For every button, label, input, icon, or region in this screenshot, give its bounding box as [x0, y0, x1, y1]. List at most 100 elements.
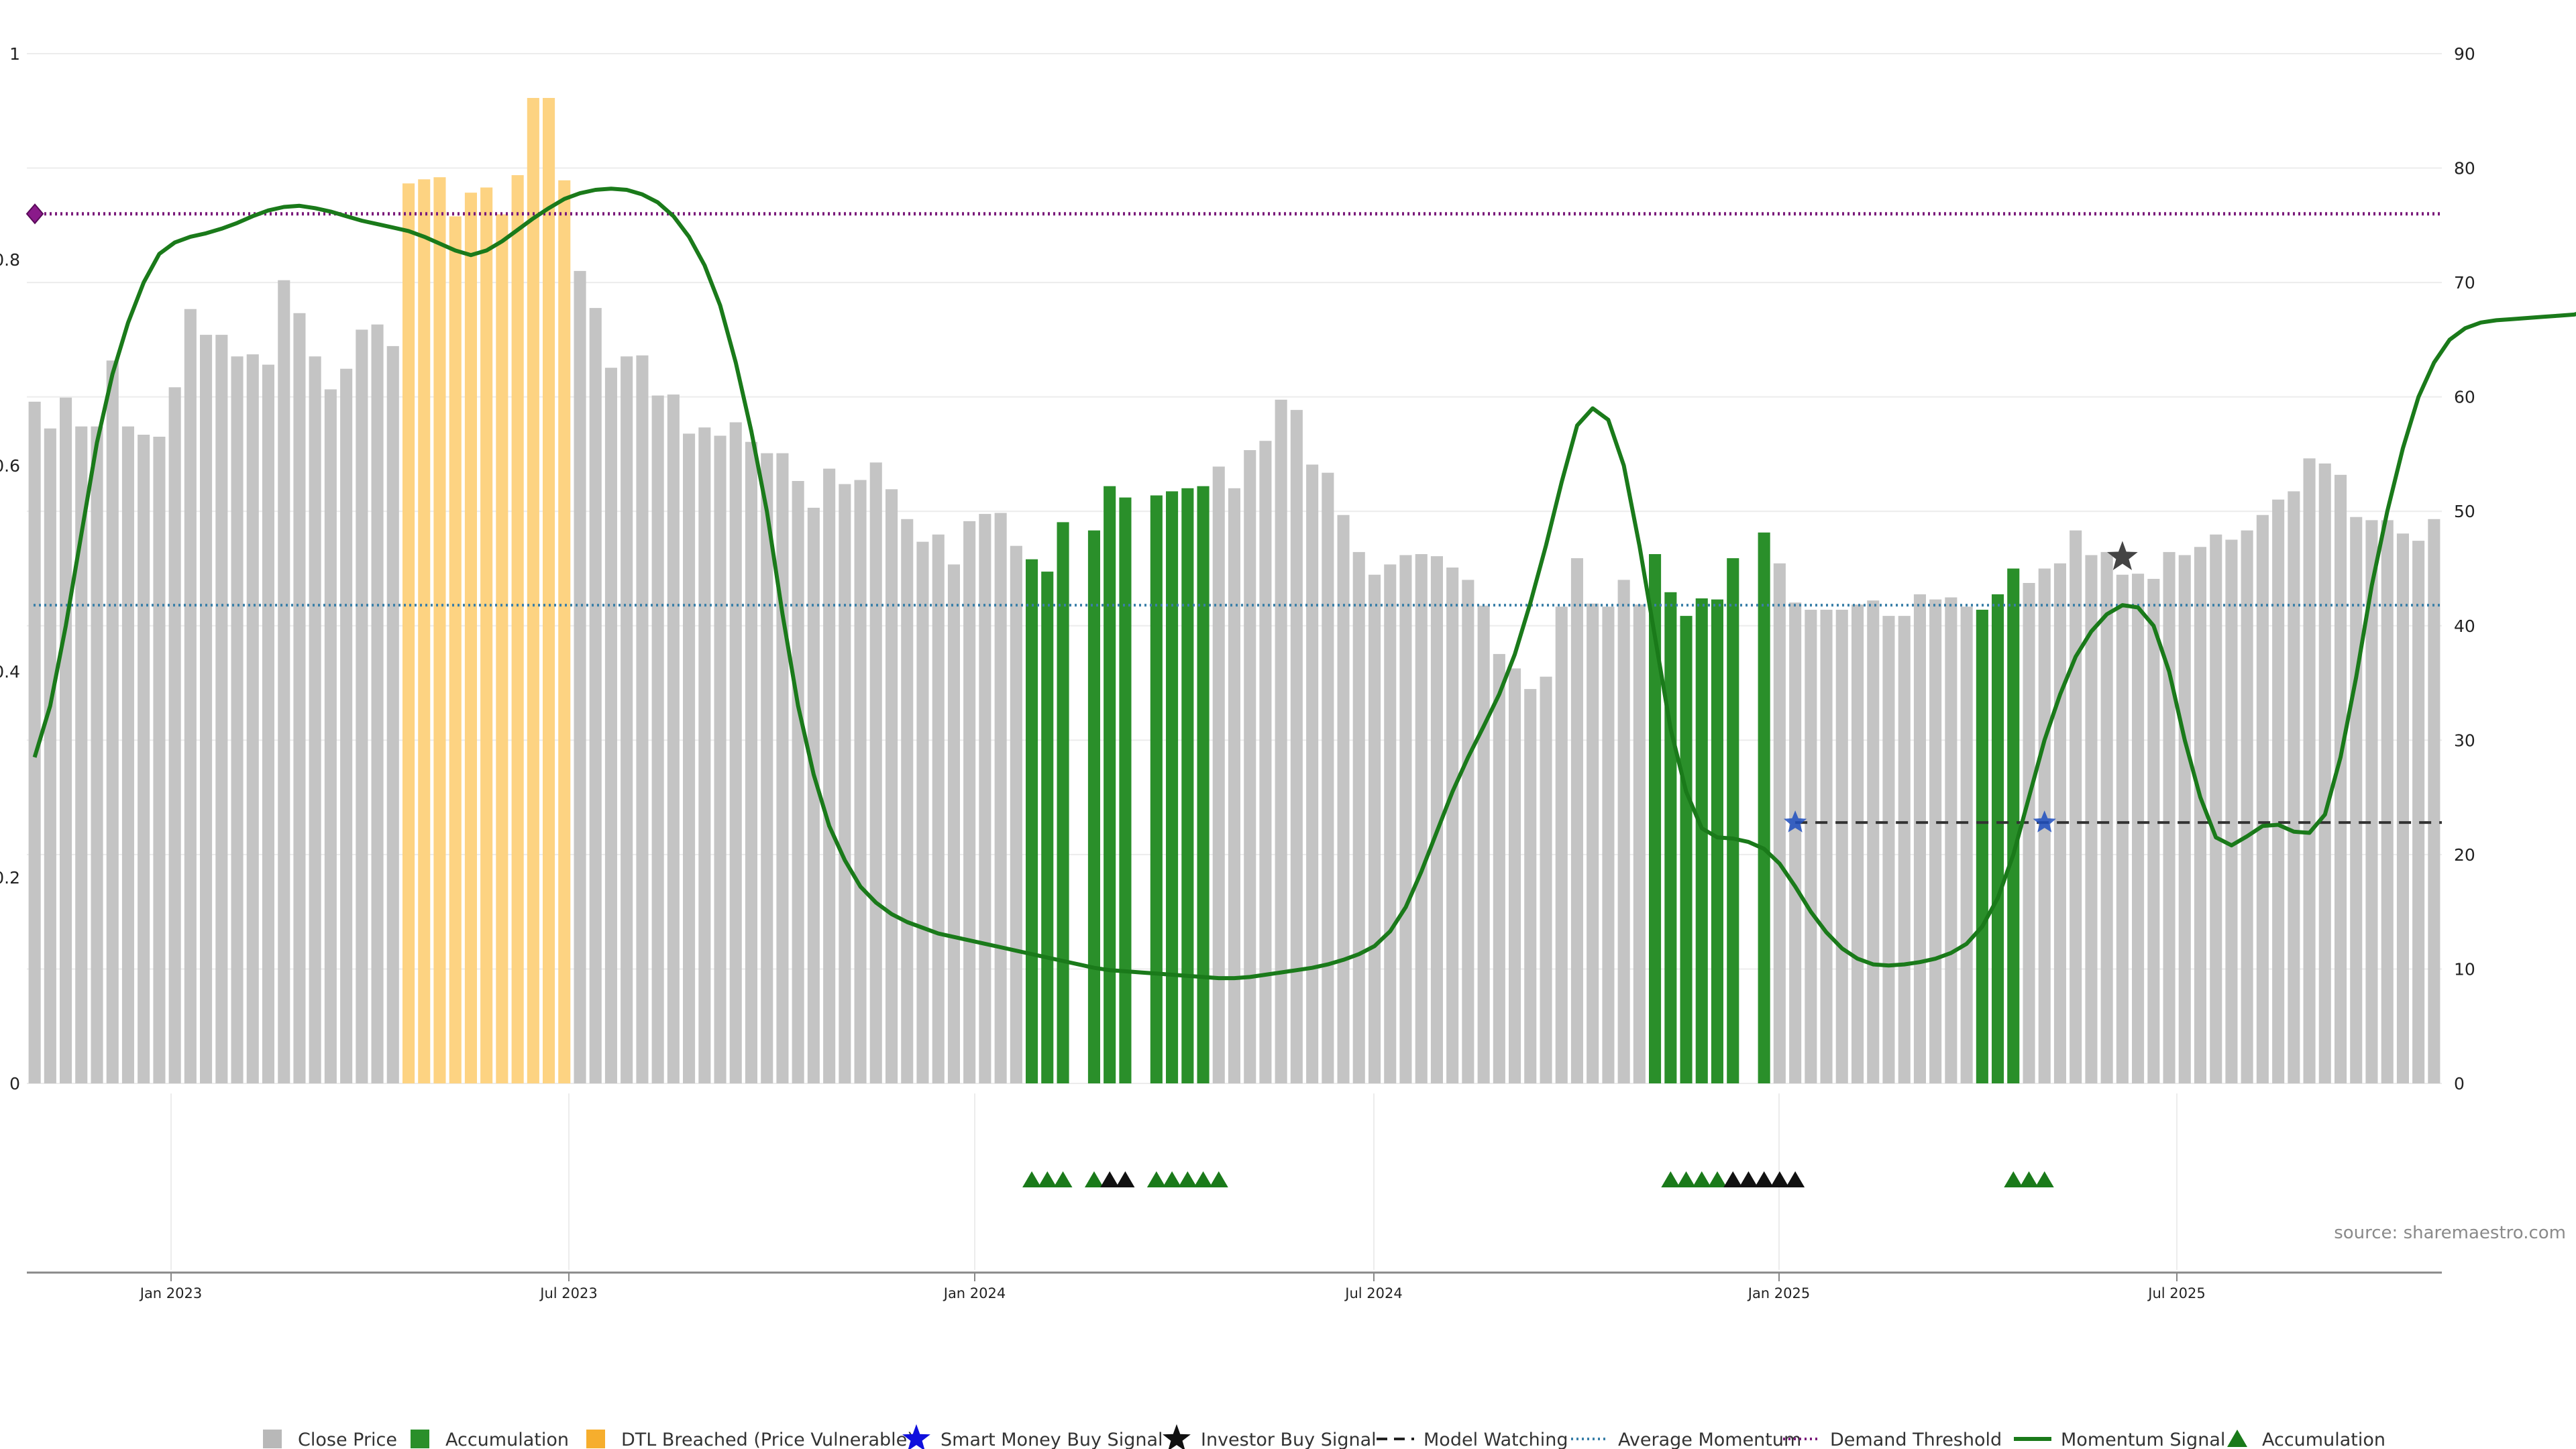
close-price-bar: [2318, 463, 2331, 1083]
close-price-bar: [60, 397, 72, 1083]
legend-swatch: [411, 1430, 429, 1448]
accumulation-triangle-black: [1100, 1171, 1120, 1187]
accumulation-bar: [1150, 495, 1163, 1083]
close-price-bar: [916, 541, 929, 1083]
accumulation-bar: [1119, 497, 1132, 1083]
accumulation-triangle-black: [1770, 1171, 1789, 1187]
close-price-bar: [1929, 599, 1942, 1083]
accumulation-triangle: [1193, 1171, 1213, 1187]
accumulation-triangle-black: [1116, 1171, 1135, 1187]
x-axis-tick-label: Jul 2024: [1344, 1285, 1402, 1301]
accumulation-bar: [1758, 532, 1770, 1083]
close-price-bar: [698, 427, 711, 1083]
accumulation-triangle: [1178, 1171, 1197, 1187]
dtl-breached-bar: [418, 179, 431, 1083]
right-axis-tick: 40: [2454, 616, 2475, 636]
close-price-bar: [1322, 472, 1334, 1083]
close-price-bar: [1275, 399, 1287, 1083]
right-axis-tick: 70: [2454, 273, 2475, 292]
close-price-bar: [1477, 605, 1490, 1083]
close-price-bar: [2303, 458, 2316, 1083]
legend-label: Demand Threshold: [1830, 1430, 2002, 1449]
close-price-bar: [604, 368, 617, 1084]
close-price-bar: [293, 313, 306, 1083]
close-price-bar: [2132, 574, 2145, 1083]
close-price-bar: [994, 513, 1007, 1083]
close-price-bar: [1368, 574, 1381, 1083]
legend-label: Momentum Signal: [2061, 1430, 2225, 1449]
close-price-bar: [839, 484, 851, 1083]
close-price-bar: [683, 433, 696, 1083]
left-axis-tick: 0.8: [0, 250, 20, 270]
close-price-bar: [28, 401, 41, 1083]
legend-swatch: [586, 1430, 605, 1448]
close-price-bar: [823, 468, 836, 1083]
close-price-bar: [1415, 554, 1428, 1083]
close-price-bar: [2334, 474, 2347, 1083]
close-price-bar: [91, 426, 103, 1083]
right-axis-tick: 50: [2454, 502, 2475, 521]
close-price-bar: [2350, 517, 2363, 1083]
close-price-bar: [2288, 491, 2300, 1083]
close-price-bar: [1913, 594, 1926, 1083]
close-price-bar: [761, 453, 773, 1083]
left-axis-tick: 0.2: [0, 868, 20, 888]
close-price-bar: [854, 480, 867, 1083]
right-axis-tick: 10: [2454, 959, 2475, 979]
dtl-breached-bar: [402, 183, 415, 1083]
close-price-bar: [1212, 466, 1225, 1083]
legend-star: [1163, 1424, 1191, 1449]
close-price-bar: [2147, 578, 2160, 1083]
close-price-bar: [979, 514, 991, 1083]
right-axis-tick: 20: [2454, 845, 2475, 865]
demand-threshold-marker: [25, 203, 44, 225]
close-price-bar: [2396, 533, 2409, 1083]
close-price-bar: [200, 335, 213, 1084]
accumulation-bar: [1711, 599, 1723, 1083]
accumulation-bar: [1727, 558, 1739, 1083]
dtl-breached-bar: [464, 193, 477, 1084]
x-axis-tick-label: Jan 2023: [139, 1285, 203, 1301]
close-price-bar: [869, 462, 882, 1083]
legend-swatch: [263, 1430, 282, 1448]
close-price-bar: [2070, 530, 2082, 1083]
close-price-bar: [138, 435, 150, 1083]
accumulation-triangle: [1661, 1171, 1680, 1187]
source-label: source: sharemaestro.com: [2334, 1223, 2566, 1243]
close-price-bar: [356, 329, 368, 1083]
accumulation-bar: [1026, 559, 1038, 1083]
accumulation-triangle-black: [1754, 1171, 1774, 1187]
legend-label: Investor Buy Signal: [1201, 1430, 1377, 1449]
right-axis-tick: 80: [2454, 159, 2475, 178]
close-price-bar: [1835, 609, 1848, 1083]
momentum-signal-line: [32, 186, 2576, 981]
close-price-bar: [714, 435, 727, 1083]
close-price-bar: [1430, 556, 1443, 1083]
close-price-bar: [1384, 564, 1397, 1083]
close-price-bar: [1228, 488, 1240, 1083]
close-price-bar: [278, 280, 290, 1084]
left-axis-tick: 0.6: [0, 456, 20, 476]
dtl-breached-bar: [543, 98, 555, 1083]
close-price-bar: [44, 428, 56, 1083]
close-price-bar: [1851, 604, 1864, 1083]
close-price-bar: [589, 308, 602, 1084]
close-price-bar: [340, 368, 353, 1084]
accumulation-bar: [1041, 572, 1054, 1083]
close-price-bar: [792, 481, 804, 1083]
accumulation-bar: [1181, 488, 1194, 1083]
left-axis-tick: 1: [9, 44, 20, 64]
close-price-bar: [2256, 515, 2269, 1083]
investor-buy-star: [2107, 541, 2138, 570]
accumulation-triangle: [1084, 1171, 1104, 1187]
accumulation-triangle: [1038, 1171, 1057, 1187]
right-axis-tick: 30: [2454, 731, 2475, 750]
close-price-bar: [2163, 551, 2176, 1083]
left-axis-tick: 0.4: [0, 662, 20, 682]
close-price-bar: [309, 356, 321, 1083]
dtl-breached-bar: [527, 98, 539, 1083]
close-price-bar: [2023, 583, 2035, 1083]
accumulation-bar: [1166, 491, 1179, 1083]
close-price-bar: [1509, 668, 1521, 1083]
